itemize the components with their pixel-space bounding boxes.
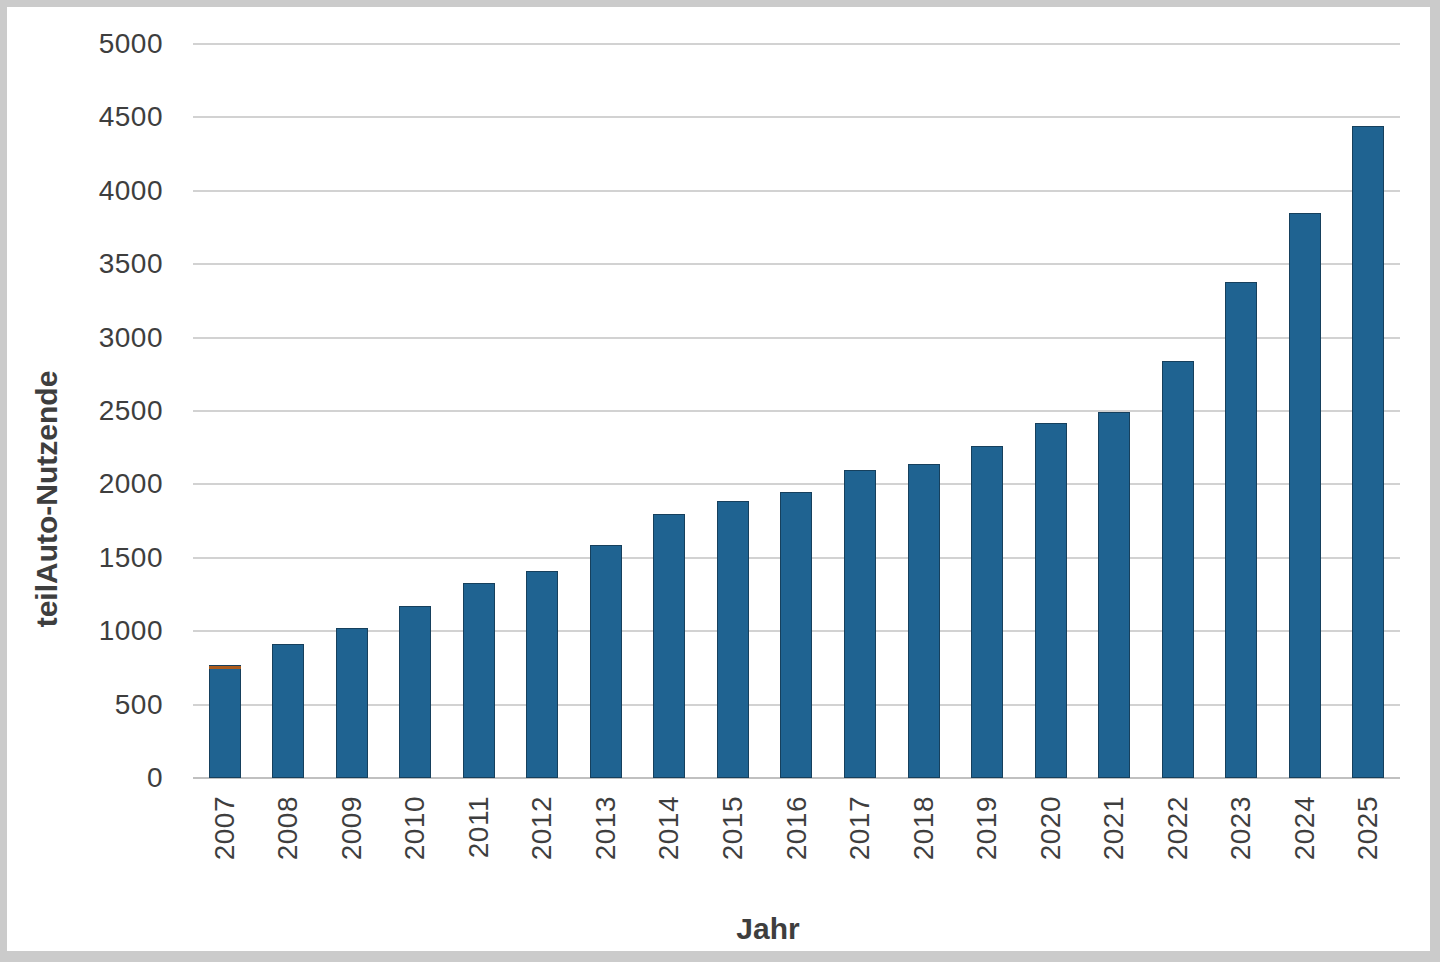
y-tick-label-0: 0 bbox=[43, 764, 163, 792]
bar-2017 bbox=[844, 470, 876, 778]
x-tick-label-2009: 2009 bbox=[338, 796, 366, 880]
gridline-5000 bbox=[193, 43, 1400, 45]
y-tick-label-4000: 4000 bbox=[43, 177, 163, 205]
bar-slot-2007 bbox=[193, 665, 257, 778]
y-axis-title: teilAuto-Nutzende bbox=[27, 313, 67, 685]
bar-slot-2014 bbox=[638, 514, 702, 778]
bar-2014 bbox=[653, 514, 685, 778]
x-tick-label-2007: 2007 bbox=[211, 796, 239, 880]
bar-2019 bbox=[971, 446, 1003, 778]
bar-slot-2016 bbox=[765, 492, 829, 778]
gridline-4500 bbox=[193, 116, 1400, 118]
bar-slot-2022 bbox=[1146, 361, 1210, 778]
bar-slot-2015 bbox=[701, 501, 765, 778]
bar-2013 bbox=[590, 545, 622, 778]
bar-slot-2024 bbox=[1273, 213, 1337, 778]
bar-slot-2011 bbox=[447, 583, 511, 778]
x-tick-label-2014: 2014 bbox=[655, 796, 683, 880]
x-tick-label-2008: 2008 bbox=[274, 796, 302, 880]
y-tick-label-4500: 4500 bbox=[43, 103, 163, 131]
x-tick-label-2015: 2015 bbox=[719, 796, 747, 880]
x-tick-label-2020: 2020 bbox=[1037, 796, 1065, 880]
x-axis-title: Jahr bbox=[193, 912, 1343, 946]
x-tick-label-2023: 2023 bbox=[1227, 796, 1255, 880]
bar-slot-2025 bbox=[1336, 126, 1400, 778]
plot-area bbox=[193, 44, 1400, 778]
bar-cap-segment-2007 bbox=[209, 666, 241, 669]
bar-slot-2012 bbox=[511, 571, 575, 778]
x-tick-label-2010: 2010 bbox=[401, 796, 429, 880]
bar-2010 bbox=[399, 606, 431, 778]
bar-2008 bbox=[272, 644, 304, 778]
chart: 0500100015002000250030003500400045005000… bbox=[0, 0, 1440, 962]
bar-2018 bbox=[908, 464, 940, 778]
bar-slot-2009 bbox=[320, 628, 384, 778]
bar-2023 bbox=[1225, 282, 1257, 778]
bar-slot-2017 bbox=[828, 470, 892, 778]
bar-slot-2010 bbox=[384, 606, 448, 778]
bar-slot-2013 bbox=[574, 545, 638, 778]
bar-slot-2020 bbox=[1019, 423, 1083, 778]
bar-2012 bbox=[526, 571, 558, 778]
gridline-3500 bbox=[193, 263, 1400, 265]
x-tick-label-2016: 2016 bbox=[783, 796, 811, 880]
bar-2021 bbox=[1098, 412, 1130, 778]
y-tick-label-3500: 3500 bbox=[43, 250, 163, 278]
x-tick-label-2018: 2018 bbox=[910, 796, 938, 880]
x-tick-label-2024: 2024 bbox=[1291, 796, 1319, 880]
bar-2025 bbox=[1352, 126, 1384, 778]
bar-slot-2018 bbox=[892, 464, 956, 778]
bar-slot-2021 bbox=[1082, 412, 1146, 778]
bar-2020 bbox=[1035, 423, 1067, 778]
bar-2024 bbox=[1289, 213, 1321, 778]
y-axis-title-wrap: teilAuto-Nutzende bbox=[27, 313, 67, 685]
x-tick-label-2017: 2017 bbox=[846, 796, 874, 880]
bar-slot-2008 bbox=[257, 644, 321, 778]
y-tick-label-500: 500 bbox=[43, 691, 163, 719]
gridline-4000 bbox=[193, 190, 1400, 192]
bar-2007 bbox=[209, 665, 241, 778]
y-tick-label-5000: 5000 bbox=[43, 30, 163, 58]
x-tick-label-2019: 2019 bbox=[973, 796, 1001, 880]
x-tick-label-2012: 2012 bbox=[528, 796, 556, 880]
bar-2022 bbox=[1162, 361, 1194, 778]
bar-slot-2019 bbox=[955, 446, 1019, 778]
bar-2015 bbox=[717, 501, 749, 778]
x-tick-label-2025: 2025 bbox=[1354, 796, 1382, 880]
bar-2016 bbox=[780, 492, 812, 778]
bar-2011 bbox=[463, 583, 495, 778]
bar-2009 bbox=[336, 628, 368, 778]
bar-slot-2023 bbox=[1209, 282, 1273, 778]
x-tick-label-2021: 2021 bbox=[1100, 796, 1128, 880]
x-tick-label-2013: 2013 bbox=[592, 796, 620, 880]
x-tick-label-2022: 2022 bbox=[1164, 796, 1192, 880]
x-tick-label-2011: 2011 bbox=[465, 796, 493, 880]
